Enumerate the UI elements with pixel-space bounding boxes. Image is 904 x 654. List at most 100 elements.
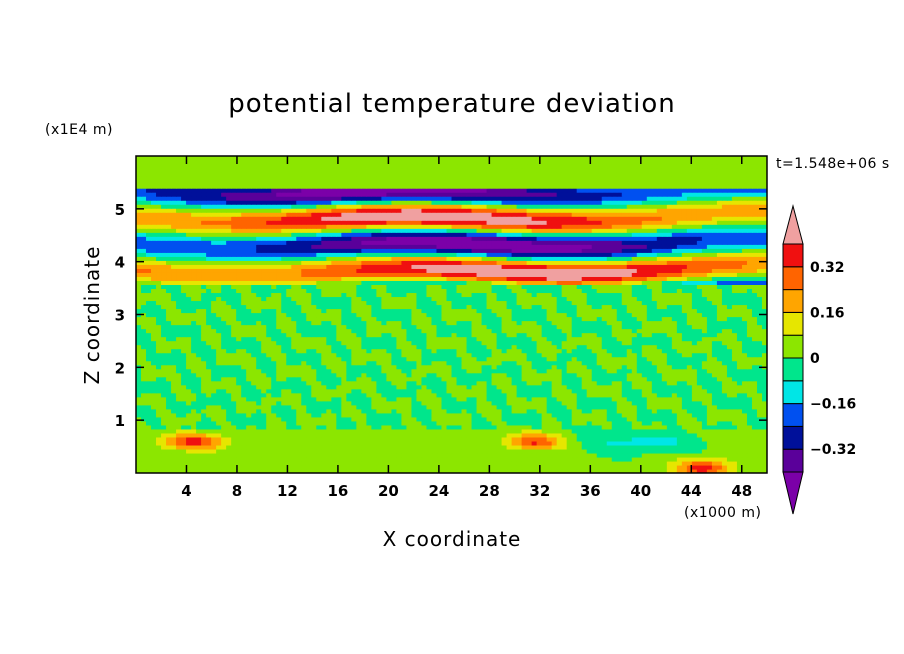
field-cell	[591, 408, 598, 414]
field-cell	[671, 376, 678, 382]
field-cell	[311, 352, 317, 358]
field-cell	[351, 452, 357, 458]
field-cell	[751, 412, 758, 418]
field-cell	[751, 376, 758, 382]
field-cell	[171, 436, 177, 442]
field-cell	[411, 436, 418, 442]
field-cell	[251, 336, 257, 342]
field-cell	[756, 424, 763, 430]
field-cell	[746, 460, 753, 466]
field-cell	[571, 316, 578, 322]
field-cell	[411, 412, 418, 418]
field-cell	[341, 436, 347, 442]
field-cell	[136, 404, 142, 410]
field-cell	[506, 388, 513, 394]
field-cell	[236, 340, 242, 346]
field-cell	[276, 356, 282, 362]
field-cell	[291, 328, 297, 334]
field-cell	[576, 392, 583, 398]
field-cell	[161, 420, 167, 426]
field-cell	[506, 392, 513, 398]
field-cell	[311, 320, 317, 326]
field-cell	[581, 412, 588, 418]
field-cell	[541, 416, 548, 422]
field-cell	[646, 400, 653, 406]
field-cell	[246, 404, 252, 410]
field-cell	[701, 408, 708, 414]
field-cell	[346, 380, 352, 386]
field-cell	[626, 392, 633, 398]
field-cell	[636, 412, 643, 418]
field-cell	[741, 364, 748, 370]
field-cell	[236, 360, 242, 366]
field-cell	[651, 392, 658, 398]
field-cell	[496, 360, 503, 366]
field-cell	[726, 352, 733, 358]
field-cell	[456, 396, 463, 402]
field-cell	[461, 436, 468, 442]
field-cell	[231, 316, 237, 322]
field-cell	[406, 460, 413, 466]
field-cell	[526, 320, 533, 326]
field-cell	[416, 404, 423, 410]
field-cell	[696, 400, 703, 406]
field-cell	[526, 424, 533, 430]
field-cell	[761, 412, 767, 418]
field-cell	[761, 428, 767, 434]
field-cell	[531, 352, 538, 358]
field-cell	[581, 368, 588, 374]
field-cell	[606, 368, 613, 374]
field-cell	[426, 460, 433, 466]
field-cell	[266, 404, 272, 410]
field-cell	[361, 408, 367, 414]
field-cell	[481, 320, 488, 326]
field-cell	[521, 416, 528, 422]
field-cell	[691, 392, 698, 398]
field-cell	[736, 332, 743, 338]
field-cell	[581, 388, 588, 394]
field-cell	[396, 340, 403, 346]
field-cell	[456, 344, 463, 350]
field-cell	[736, 348, 743, 354]
field-cell	[696, 396, 703, 402]
field-cell	[561, 460, 568, 466]
field-cell	[531, 412, 538, 418]
field-cell	[396, 464, 403, 470]
field-cell	[226, 436, 232, 442]
field-cell	[676, 416, 683, 422]
field-cell	[171, 364, 177, 370]
field-cell	[691, 468, 698, 473]
field-cell	[236, 348, 242, 354]
field-cell	[666, 388, 673, 394]
field-cell	[361, 436, 367, 442]
field-cell	[596, 376, 603, 382]
field-cell	[416, 440, 423, 446]
field-cell	[711, 464, 718, 470]
field-cell	[566, 404, 573, 410]
field-cell	[416, 420, 423, 426]
field-cell	[156, 396, 162, 402]
field-cell	[271, 320, 277, 326]
field-cell	[441, 456, 448, 462]
field-cell	[741, 352, 748, 358]
field-cell	[621, 352, 628, 358]
field-cell	[246, 460, 252, 466]
field-cell	[271, 448, 277, 454]
field-cell	[731, 336, 738, 342]
field-cell	[176, 432, 182, 438]
field-cell	[401, 312, 408, 318]
field-cell	[711, 340, 718, 346]
field-cell	[491, 312, 498, 318]
field-cell	[316, 348, 322, 354]
field-cell	[666, 440, 673, 446]
field-cell	[396, 328, 403, 334]
field-cell	[606, 452, 613, 458]
field-cell	[366, 456, 372, 462]
field-cell	[221, 440, 227, 446]
field-cell	[211, 368, 217, 374]
field-cell	[511, 412, 518, 418]
field-cell	[621, 320, 628, 326]
field-cell	[141, 416, 147, 422]
field-cell	[191, 312, 197, 318]
field-cell	[356, 360, 362, 366]
